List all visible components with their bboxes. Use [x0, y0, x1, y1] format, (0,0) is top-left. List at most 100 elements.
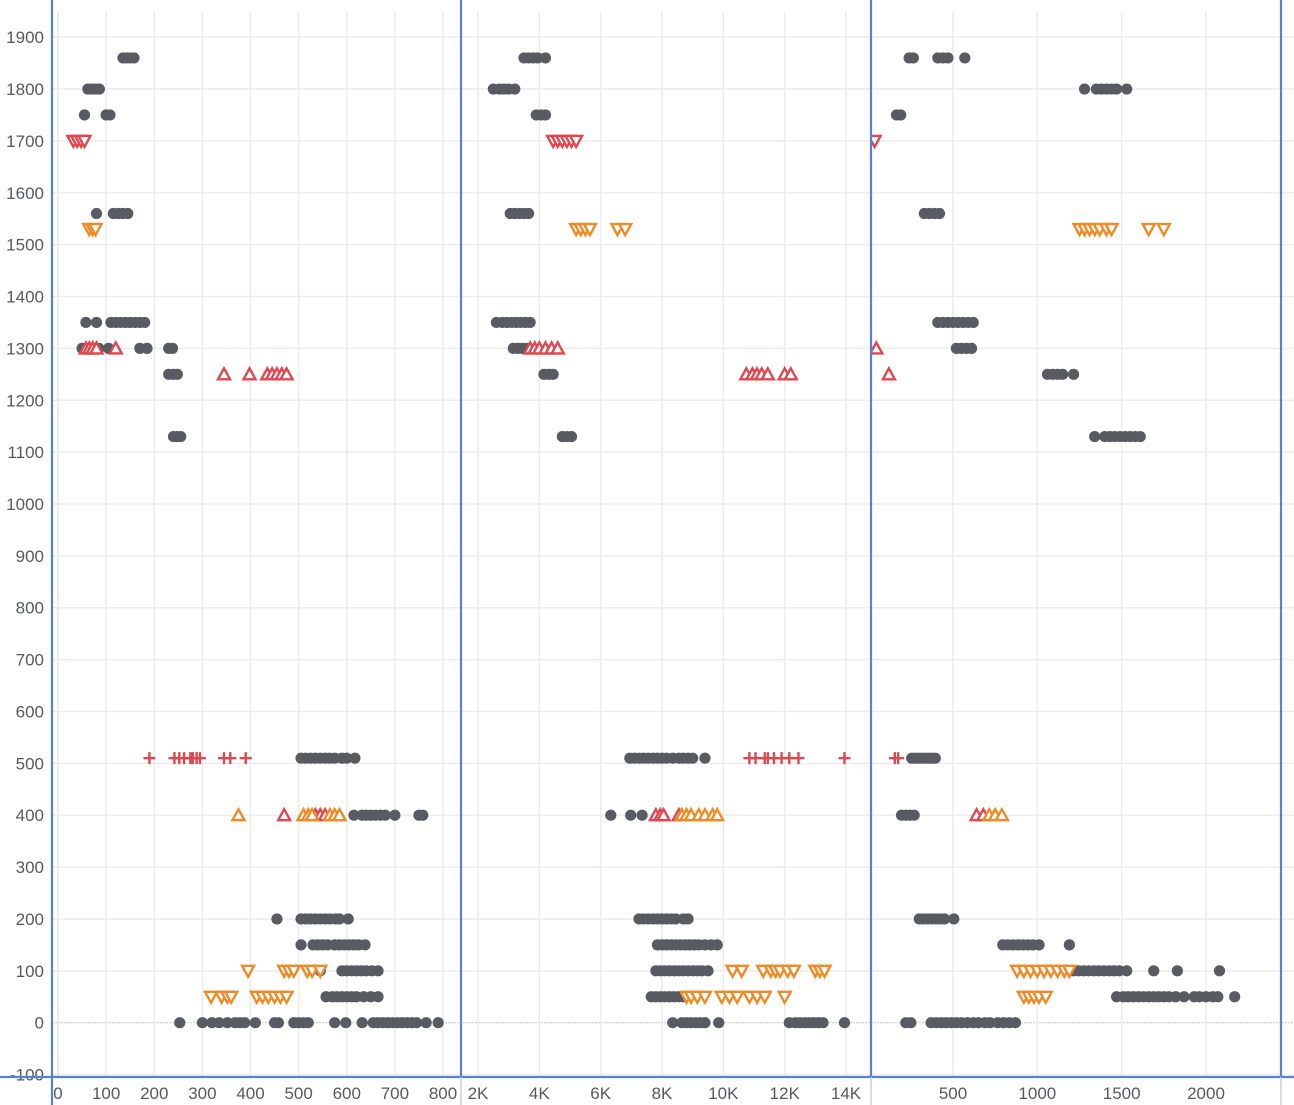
data-point-circle: [1212, 991, 1224, 1003]
data-point-circle: [905, 1017, 917, 1029]
data-point-triangle-down: [617, 222, 634, 238]
data-point-triangle-down: [581, 222, 598, 238]
data-point-circle: [1063, 939, 1075, 951]
data-point-plus: [792, 752, 805, 765]
y-tick-label: -100: [10, 1066, 44, 1085]
data-point-circle: [356, 1017, 368, 1029]
y-axis-labels: -100 0 100 200 300 400 500 600 700 800 900 1000 1100…: [6, 28, 44, 1084]
panel-1: [57, 12, 444, 1077]
data-point-circle: [938, 913, 951, 925]
data-point-circle: [670, 913, 682, 925]
data-point-circle: [174, 1017, 186, 1029]
data-point-circle: [687, 752, 699, 764]
data-point-circle: [295, 939, 307, 951]
data-point-circle: [817, 1017, 829, 1029]
x-tick-label: 500: [939, 1084, 967, 1103]
data-point-circle: [1171, 965, 1183, 977]
data-point-circle: [420, 1017, 432, 1029]
x-tick-label: 1000: [1018, 1084, 1056, 1103]
x-tick-label: 12K: [770, 1084, 801, 1103]
data-point-circle: [196, 1017, 208, 1029]
y-tick-label: 800: [16, 599, 44, 618]
data-point-triangle-up: [216, 365, 233, 381]
data-point-circle: [417, 809, 429, 821]
data-point-circle: [342, 913, 354, 925]
x-tick-label: 400: [236, 1084, 264, 1103]
data-point-plus: [143, 752, 156, 765]
data-point-circle: [1078, 83, 1091, 95]
data-point-circle: [565, 430, 578, 443]
data-point-circle: [341, 752, 353, 764]
data-point-circle: [1229, 991, 1241, 1003]
data-point-circle: [372, 991, 384, 1003]
x-tick-label: 200: [140, 1084, 168, 1103]
data-point-circle: [1033, 939, 1045, 951]
data-point-triangle-down: [312, 964, 329, 980]
data-point-triangle-up: [278, 365, 295, 381]
data-point-plus: [892, 752, 905, 765]
data-point-circle: [141, 342, 153, 354]
data-point-circle: [1148, 965, 1160, 977]
data-point-circle: [372, 965, 384, 977]
data-point-triangle-up: [107, 339, 124, 355]
data-point-circle: [636, 809, 648, 821]
data-point-circle: [349, 752, 361, 764]
data-point-circle: [933, 207, 946, 220]
data-point-triangle-up: [993, 806, 1010, 822]
data-point-circle: [166, 342, 179, 354]
x-tick-label: 700: [381, 1084, 409, 1103]
data-point-circle: [213, 1017, 225, 1029]
data-point-triangle-down: [240, 964, 257, 980]
data-point-circle: [838, 1017, 851, 1029]
y-tick-label: 700: [16, 651, 44, 670]
data-point-circle: [699, 1017, 711, 1029]
data-point-triangle-down: [568, 134, 585, 150]
x-tick-label: 0: [53, 1084, 62, 1103]
data-point-triangle-down: [1155, 222, 1172, 238]
data-point-triangle-down: [223, 990, 240, 1006]
y-tick-label: 100: [16, 962, 44, 981]
data-point-triangle-down: [816, 964, 833, 980]
x-tick-label: 500: [284, 1084, 312, 1103]
data-point-circle: [389, 809, 401, 821]
y-tick-label: 1400: [6, 288, 44, 307]
data-point-circle: [90, 207, 103, 220]
y-tick-label: 1200: [6, 391, 44, 410]
data-point-circle: [699, 752, 711, 764]
data-point-circle: [509, 83, 521, 95]
data-point-circle: [1178, 991, 1190, 1003]
data-point-triangle-up: [549, 339, 566, 355]
y-tick-label: 1700: [6, 132, 44, 151]
data-point-circle: [929, 752, 941, 764]
data-point-triangle-down: [1140, 222, 1157, 238]
data-point-triangle-down: [76, 134, 93, 150]
x-tick-label: 100: [92, 1084, 120, 1103]
data-point-triangle-up: [331, 806, 348, 822]
data-point-triangle-up: [709, 806, 726, 822]
data-point-circle: [410, 1017, 423, 1029]
data-point-triangle-up: [304, 806, 321, 822]
data-point-triangle-up: [782, 365, 799, 381]
y-tick-label: 600: [16, 702, 44, 721]
y-tick-label: 1800: [6, 80, 44, 99]
data-point-circle: [171, 368, 183, 380]
data-point-circle: [359, 939, 371, 951]
data-point-triangle-down: [1103, 222, 1120, 238]
y-tick-label: 0: [35, 1014, 44, 1033]
x-tick-label: 2K: [468, 1084, 489, 1103]
data-point-circle: [272, 1017, 285, 1029]
data-point-circle: [239, 1017, 251, 1029]
data-point-circle: [90, 316, 103, 329]
data-point-circle: [221, 1017, 233, 1029]
data-point-circle: [702, 965, 714, 977]
data-point-triangle-up: [655, 806, 672, 822]
y-tick-label: 200: [16, 910, 44, 929]
data-point-circle: [1170, 991, 1182, 1003]
data-point-plus: [838, 752, 851, 765]
y-tick-label: 400: [16, 806, 44, 825]
x-tick-label: 600: [333, 1084, 361, 1103]
data-point-circle: [959, 52, 971, 64]
data-point-circle: [907, 52, 919, 64]
y-tick-label: 1900: [6, 28, 44, 47]
data-point-circle: [1089, 430, 1101, 443]
